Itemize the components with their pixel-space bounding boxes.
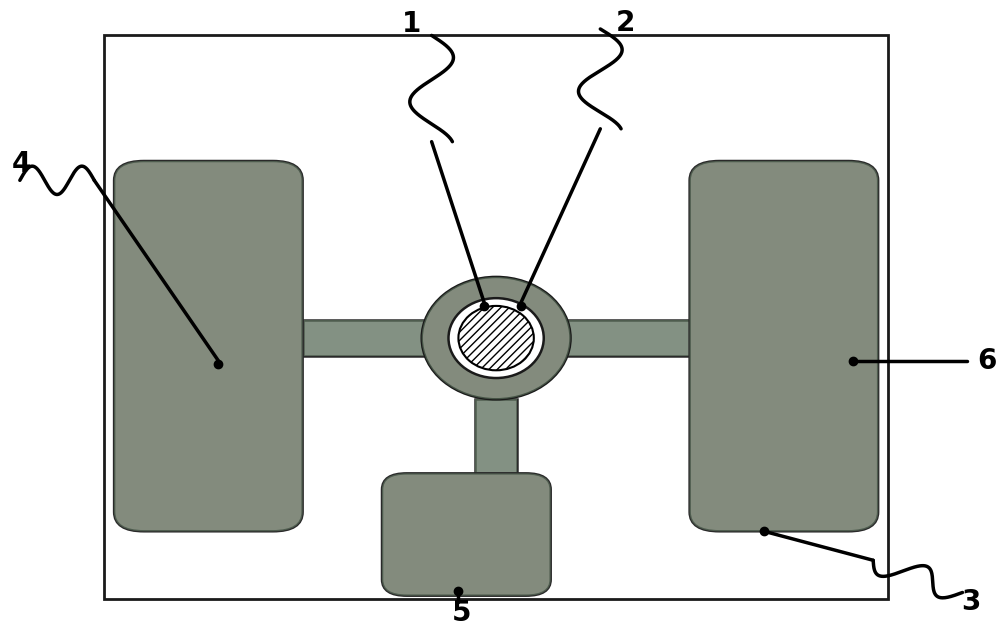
FancyBboxPatch shape xyxy=(690,161,878,531)
Ellipse shape xyxy=(422,277,571,399)
Ellipse shape xyxy=(448,298,544,378)
Bar xyxy=(303,321,690,355)
Ellipse shape xyxy=(458,306,534,370)
Text: 3: 3 xyxy=(961,588,980,616)
Bar xyxy=(475,399,517,473)
Ellipse shape xyxy=(422,277,571,399)
Bar xyxy=(475,399,517,473)
Bar xyxy=(303,321,690,355)
FancyBboxPatch shape xyxy=(382,473,551,596)
FancyBboxPatch shape xyxy=(114,161,303,531)
Text: 4: 4 xyxy=(12,150,32,178)
Text: 5: 5 xyxy=(452,599,471,627)
Text: 2: 2 xyxy=(615,8,635,37)
Text: 6: 6 xyxy=(977,346,997,375)
Bar xyxy=(104,35,888,599)
FancyBboxPatch shape xyxy=(114,161,303,531)
FancyBboxPatch shape xyxy=(382,473,551,596)
FancyBboxPatch shape xyxy=(690,161,878,531)
Text: 1: 1 xyxy=(402,10,421,39)
